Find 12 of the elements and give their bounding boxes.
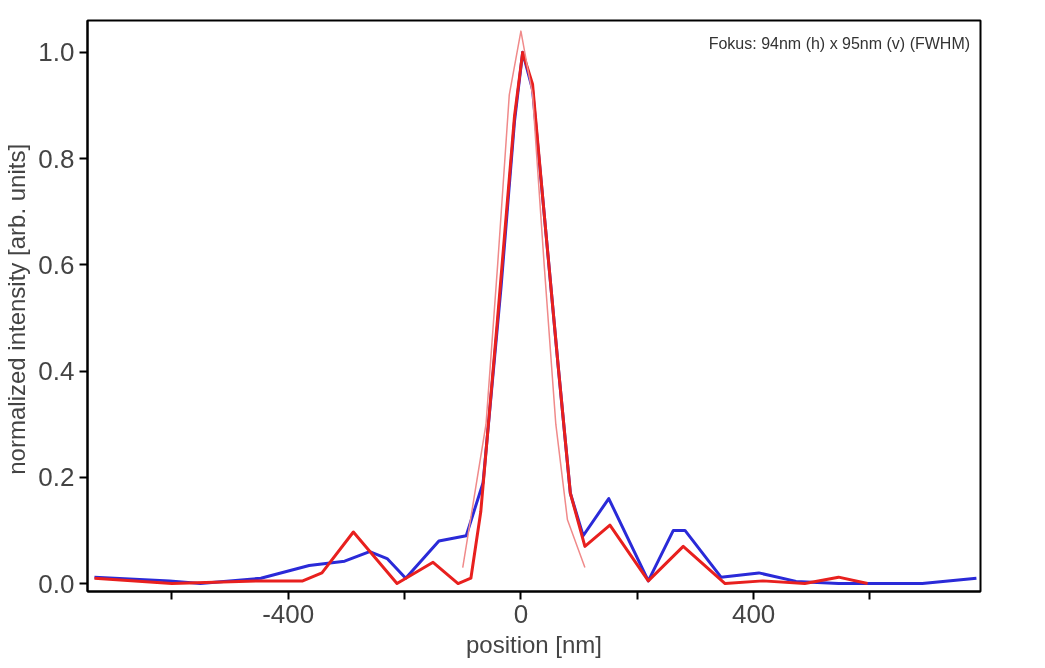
x-axis-title: position [nm]	[465, 630, 603, 658]
x-tick-label: 0	[513, 598, 529, 629]
y-tick-label: 0.4	[38, 356, 75, 387]
annotation: Fokus: 94nm (h) x 95nm (v) (FWHM)	[708, 34, 971, 52]
x-tick-label: -400	[262, 598, 315, 629]
y-tick-label: 0.6	[38, 249, 75, 280]
y-axis-title: normalized intensity [arb. units]	[3, 143, 31, 475]
y-tick-label: 0.8	[38, 143, 75, 174]
y-tick-label: 0.2	[38, 462, 75, 493]
y-tick-label: 0.0	[38, 568, 75, 599]
x-tick-label: 400	[731, 598, 776, 629]
y-tick-label: 1.0	[38, 37, 75, 68]
